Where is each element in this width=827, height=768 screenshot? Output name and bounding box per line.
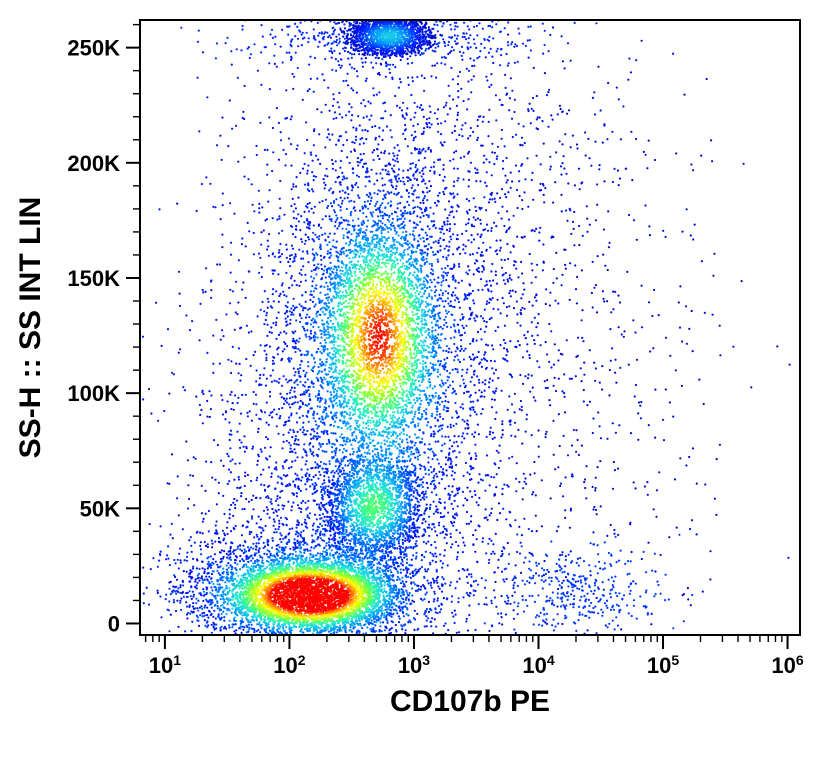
x-tick-label: 101 [149,652,181,678]
x-tick-label: 105 [647,652,679,678]
x-axis-title: CD107b PE [390,685,550,718]
x-tick-label: 104 [522,652,554,678]
x-tick-label: 103 [398,652,430,678]
y-tick-label: 150K [67,266,120,291]
chart-svg: 101 102 103 104 105 106 0 50K 100K 150K 200K 250K CD… [0,0,827,768]
y-tick-label: 100K [67,381,120,406]
y-axis-title: SS-H :: SS INT LIN [14,197,47,459]
flow-cytometry-plot: 101 102 103 104 105 106 0 50K 100K 150K 200K 250K CD… [0,0,827,768]
y-tick-label: 0 [108,611,120,636]
y-tick-label: 250K [67,36,120,61]
x-tick-label: 102 [273,652,305,678]
y-tick-label: 200K [67,151,120,176]
y-tick-label: 50K [80,496,120,521]
x-tick-label: 106 [771,652,803,678]
